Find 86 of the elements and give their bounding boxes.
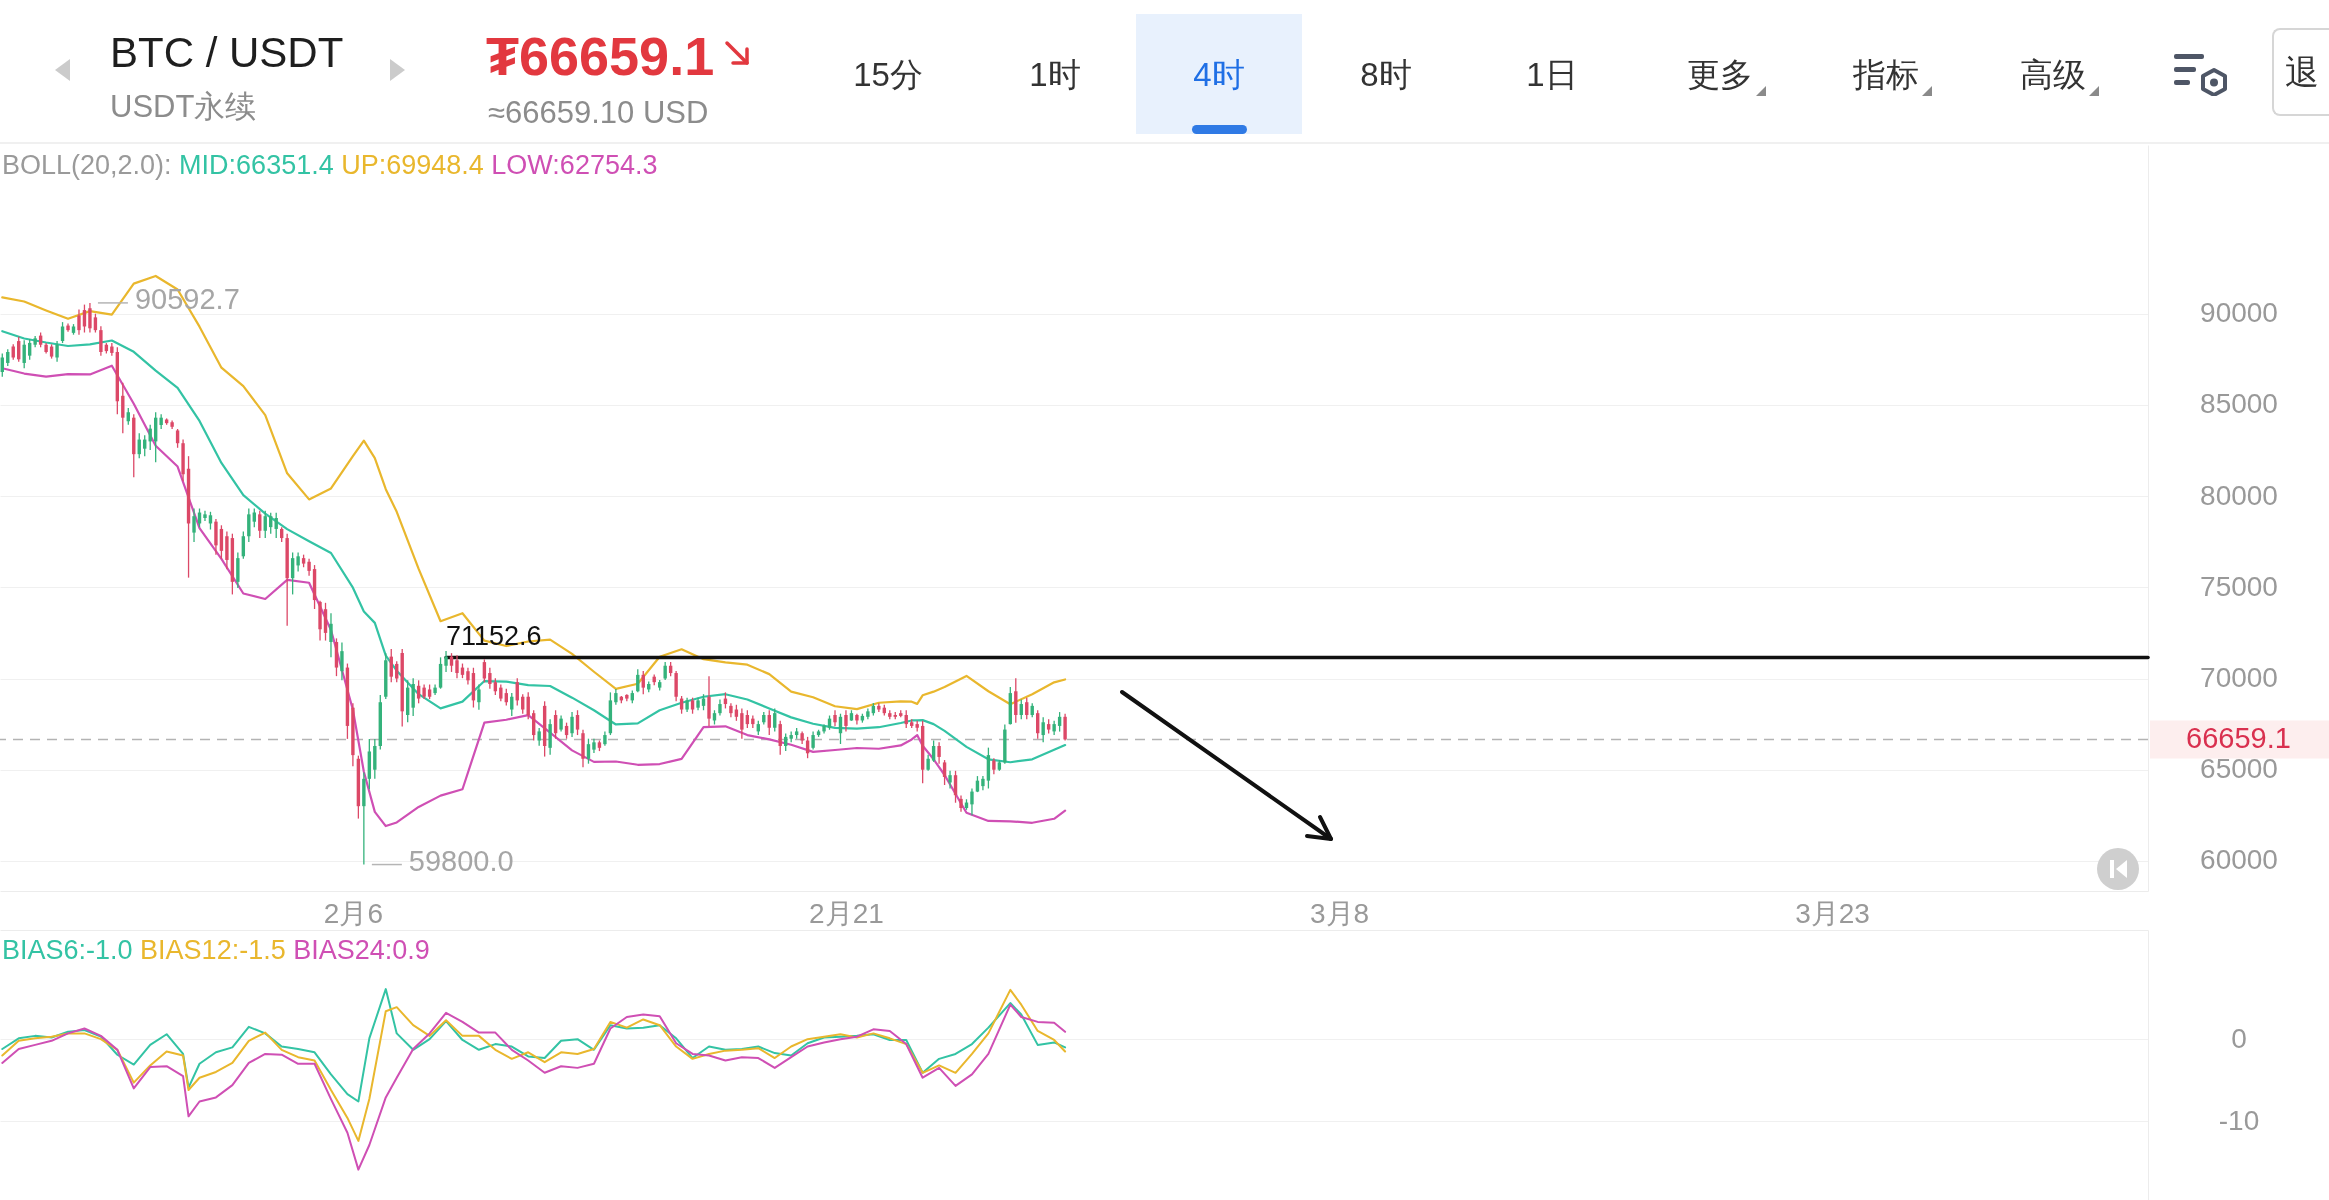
- candlestick: [214, 518, 218, 556]
- chart-subtitle: USDT永续: [110, 88, 257, 124]
- y-tick-label: 65000: [2200, 753, 2278, 785]
- text: 指标: [1853, 55, 1919, 93]
- candlestick: [1025, 697, 1029, 720]
- text: 66659.1: [2186, 722, 2291, 755]
- candlestick: [970, 787, 974, 816]
- candlestick: [373, 738, 377, 780]
- x-tick-label: 2月6: [323, 897, 383, 929]
- text: BIAS6:-1.0: [2, 935, 133, 965]
- candlestick: [247, 507, 251, 543]
- candlestick: [548, 718, 552, 756]
- text: 更多: [1687, 55, 1753, 93]
- candlestick: [27, 338, 32, 361]
- text: ≈66659.10 USD: [488, 94, 709, 130]
- candlestick: [931, 739, 936, 763]
- x-tick-label: 3月8: [1309, 897, 1370, 929]
- text: 高级: [2020, 55, 2086, 93]
- candlestick: [674, 670, 678, 702]
- candlestick: [55, 340, 59, 363]
- candlestick: [22, 339, 26, 369]
- candlestick: [236, 551, 240, 589]
- candlestick: [773, 707, 777, 733]
- candlestick: [740, 707, 744, 740]
- candlestick: [395, 660, 399, 683]
- candlestick: [570, 711, 574, 738]
- candlestick: [586, 738, 591, 765]
- candlestick: [66, 322, 70, 333]
- candlestick: [707, 675, 711, 727]
- text: LOW:62754.3: [491, 150, 658, 180]
- candlestick: [296, 551, 300, 573]
- text: ₮66659.1: [486, 26, 715, 86]
- candlestick: [510, 692, 514, 717]
- candlestick: [192, 507, 196, 543]
- candlestick: [175, 428, 180, 449]
- text: 8时: [1360, 55, 1412, 93]
- x-tick-label: 3月23: [1795, 897, 1870, 929]
- candlestick: [329, 612, 333, 658]
- candlestick: [937, 741, 941, 765]
- candlestick: [482, 658, 487, 683]
- y-tick-label: 90000: [2200, 297, 2278, 329]
- y-tick-label: 0: [2231, 1022, 2247, 1054]
- candlestick: [488, 667, 492, 690]
- candlestick: [521, 693, 525, 715]
- legend-title: BOLL(20,2.0):: [2, 150, 172, 180]
- series-label: BIAS24:0.9: [293, 935, 430, 965]
- candlestick: [263, 510, 267, 539]
- y-tick-label: 70000: [2200, 662, 2278, 694]
- text: 退: [2285, 53, 2319, 91]
- y-tick-label: -10: [2218, 1104, 2260, 1136]
- candlestick: [641, 670, 645, 695]
- candlestick: [258, 510, 262, 539]
- y-tick-label: 75000: [2200, 570, 2278, 602]
- y-tick-label: 80000: [2200, 479, 2278, 511]
- text: UP:69948.4: [341, 150, 484, 180]
- candlestick: [844, 709, 848, 733]
- candlestick: [88, 302, 92, 334]
- text: 1日: [1526, 55, 1578, 93]
- candlestick: [575, 709, 580, 736]
- candlestick: [77, 308, 81, 336]
- candlestick: [767, 709, 771, 736]
- candlestick: [121, 382, 125, 434]
- x-tick-label: 2月21: [809, 897, 884, 929]
- text: 1时: [1029, 55, 1081, 93]
- candlestick: [0, 352, 4, 378]
- candlestick: [340, 641, 344, 681]
- candlestick: [477, 683, 481, 711]
- candlestick: [60, 321, 65, 344]
- candlestick: [93, 313, 98, 334]
- candlestick: [1063, 713, 1067, 742]
- candlestick: [225, 530, 229, 570]
- y-tick-label: 60000: [2200, 844, 2278, 876]
- candlestick: [99, 325, 103, 357]
- candlestick: [1041, 716, 1045, 743]
- candlestick: [411, 677, 415, 717]
- candlestick: [444, 650, 448, 673]
- text: 15分: [853, 55, 923, 93]
- candlestick: [455, 654, 459, 679]
- y-tick-label: 85000: [2200, 388, 2278, 420]
- chart-title: BTC / USDT: [110, 29, 344, 76]
- candlestick: [416, 679, 421, 704]
- text: BIAS12:-1.5: [140, 935, 286, 965]
- text: MID:66351.4: [179, 150, 334, 180]
- candlestick: [942, 759, 947, 786]
- text: 4时: [1193, 55, 1245, 93]
- annotation: 59800.0: [408, 844, 514, 877]
